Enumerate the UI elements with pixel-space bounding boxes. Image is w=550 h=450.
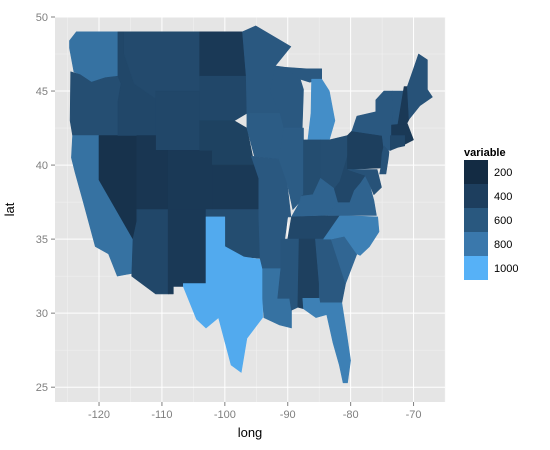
region-wyoming xyxy=(155,90,200,151)
region-texas xyxy=(183,216,263,373)
x-tick-label: -70 xyxy=(406,409,422,421)
region-florida xyxy=(302,297,351,384)
legend-label: 1000 xyxy=(494,263,518,275)
legend-label: 800 xyxy=(494,239,512,251)
legend-key xyxy=(464,184,488,208)
legend-label: 400 xyxy=(494,191,512,203)
region-kansas xyxy=(212,164,260,210)
region-oregon xyxy=(69,71,122,136)
legend-key xyxy=(464,160,488,184)
x-tick-label: -90 xyxy=(280,409,296,421)
x-tick-label: -120 xyxy=(88,409,110,421)
y-tick-label: 40 xyxy=(36,160,48,172)
region-new-jersey xyxy=(379,145,390,175)
region-west-virginia xyxy=(333,155,366,203)
region-maryland-delaware xyxy=(347,169,382,195)
legend-keys: 200 400 600 800 1000 xyxy=(464,160,518,280)
y-tick-label: 50 xyxy=(36,12,48,24)
region-new-hampshire xyxy=(397,86,410,126)
y-tick-label: 30 xyxy=(36,308,48,320)
legend-key xyxy=(464,232,488,256)
legend-label: 200 xyxy=(494,167,512,179)
region-maine xyxy=(406,53,433,120)
x-axis-title: long xyxy=(238,425,263,440)
legend-key xyxy=(464,208,488,232)
region-south-dakota xyxy=(199,75,248,121)
x-tick-label: -100 xyxy=(214,409,236,421)
legend-title: variable xyxy=(464,147,506,159)
region-new-mexico xyxy=(167,209,207,295)
y-axis-title: lat xyxy=(2,202,17,216)
x-tick-label: -110 xyxy=(151,409,172,421)
y-tick-label: 45 xyxy=(36,86,48,98)
region-pennsylvania xyxy=(347,130,385,170)
y-axis-ticks: 25 30 35 40 45 50 xyxy=(36,12,55,394)
y-tick-label: 25 xyxy=(36,382,48,394)
legend: variable 200 400 600 800 1000 xyxy=(464,147,518,280)
x-axis-ticks: -120 -110 -100 -90 -80 -70 xyxy=(88,402,422,421)
region-north-carolina xyxy=(323,215,380,256)
legend-key xyxy=(464,256,488,280)
y-tick-label: 35 xyxy=(36,234,48,246)
region-michigan-lower- xyxy=(307,78,336,141)
region-illinois xyxy=(278,127,304,210)
region-colorado xyxy=(167,150,213,210)
region-connecticut-ri xyxy=(389,135,406,151)
region-north-dakota xyxy=(199,31,247,77)
map-regions xyxy=(69,25,433,384)
x-tick-label: -80 xyxy=(343,409,359,421)
legend-label: 600 xyxy=(494,215,512,227)
